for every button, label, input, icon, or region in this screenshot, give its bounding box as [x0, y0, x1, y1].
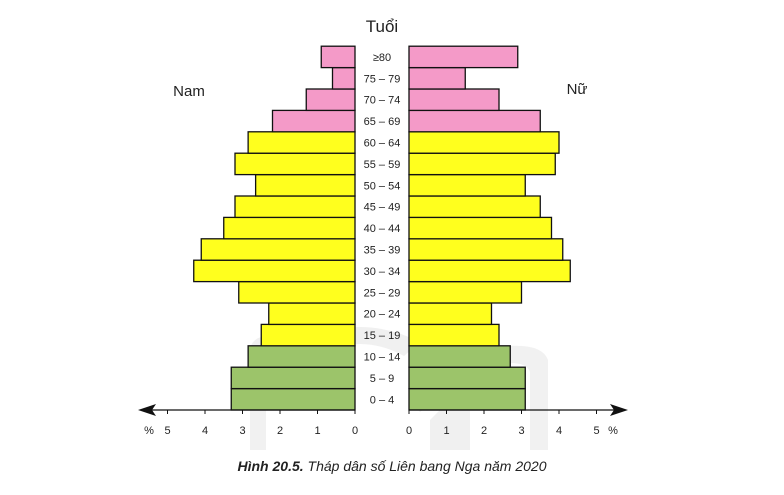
age-label-9: 45 – 49	[364, 202, 401, 214]
figure-caption: Hình 20.5. Tháp dân số Liên bang Nga năm…	[0, 458, 784, 474]
bar-nam-1	[230, 366, 356, 390]
x-tick-label-left-0: 0	[352, 425, 358, 437]
x-tick-label-left-1: 1	[314, 425, 320, 437]
bar-nu-3	[408, 323, 500, 347]
age-label-4: 20 – 24	[364, 309, 401, 321]
bar-nam-15	[331, 66, 356, 90]
bar-nu-2	[408, 345, 511, 368]
bar-nam-13	[271, 109, 356, 133]
x-tick-label-right-2: 2	[481, 425, 487, 437]
bar-nu-9	[408, 195, 541, 219]
x-tick-label-right-4: 4	[556, 425, 562, 437]
bar-nu-16	[408, 45, 519, 69]
x-tick-label-right-0: 0	[406, 425, 412, 437]
x-tick-label-left-2: 2	[277, 425, 283, 437]
age-label-2: 10 – 14	[364, 352, 401, 364]
x-axis-unit-left: %	[144, 425, 154, 437]
bar-nu-0	[408, 387, 526, 411]
bar-nam-7	[200, 238, 356, 261]
bar-nam-12	[247, 131, 356, 154]
bar-nam-4	[268, 302, 356, 326]
bar-nu-5	[408, 280, 523, 304]
age-label-6: 30 – 34	[364, 266, 401, 278]
bar-nu-8	[408, 216, 553, 240]
legend-label-nam: Nam	[173, 83, 205, 100]
age-label-15: 75 – 79	[364, 73, 401, 85]
age-label-13: 65 – 69	[364, 116, 401, 128]
age-label-5: 25 – 29	[364, 287, 401, 299]
age-label-10: 50 – 54	[364, 180, 401, 192]
bar-nam-14	[305, 88, 356, 112]
age-label-12: 60 – 64	[364, 138, 401, 150]
bar-nam-0	[230, 387, 356, 411]
arrow-right-icon	[610, 404, 628, 416]
x-axis-unit-right: %	[608, 425, 618, 437]
bar-nu-14	[408, 88, 500, 112]
bar-nam-16	[320, 45, 356, 69]
bar-nu-7	[408, 238, 564, 261]
bar-nu-11	[408, 152, 556, 176]
age-label-11: 55 – 59	[364, 159, 401, 171]
bar-nam-8	[223, 216, 356, 240]
x-tick-label-left-5: 5	[164, 425, 170, 437]
x-tick-label-right-5: 5	[593, 425, 599, 437]
x-tick-label-left-3: 3	[239, 425, 245, 437]
bar-nu-10	[408, 173, 526, 197]
arrow-left-icon	[138, 404, 156, 416]
bar-nu-1	[408, 366, 526, 390]
bar-nu-13	[408, 109, 541, 133]
age-label-14: 70 – 74	[364, 95, 401, 107]
bar-nu-6	[408, 259, 571, 283]
figure-caption-text: Tháp dân số Liên bang Nga năm 2020	[303, 458, 547, 474]
bar-nam-5	[238, 280, 356, 304]
age-label-7: 35 – 39	[364, 245, 401, 257]
bar-nam-11	[234, 152, 356, 176]
bar-nam-6	[193, 259, 356, 283]
bar-nu-12	[408, 131, 560, 154]
bar-nam-9	[234, 195, 356, 219]
x-tick-label-left-4: 4	[202, 425, 208, 437]
age-label-16: ≥80	[373, 52, 391, 64]
age-label-1: 5 – 9	[370, 373, 394, 385]
bar-nu-15	[408, 66, 466, 90]
bar-nu-4	[408, 302, 493, 326]
x-tick-label-right-1: 1	[443, 425, 449, 437]
age-label-8: 40 – 44	[364, 223, 401, 235]
age-label-0: 0 – 4	[370, 394, 394, 406]
age-label-3: 15 – 19	[364, 330, 401, 342]
legend-label-nu: Nữ	[567, 81, 588, 98]
bar-nam-2	[247, 345, 356, 368]
bar-nam-3	[260, 323, 356, 347]
bar-nam-10	[254, 173, 356, 197]
figure-caption-prefix: Hình 20.5.	[237, 458, 304, 474]
x-tick-label-right-3: 3	[518, 425, 524, 437]
y-axis-title: Tuổi	[366, 17, 398, 36]
